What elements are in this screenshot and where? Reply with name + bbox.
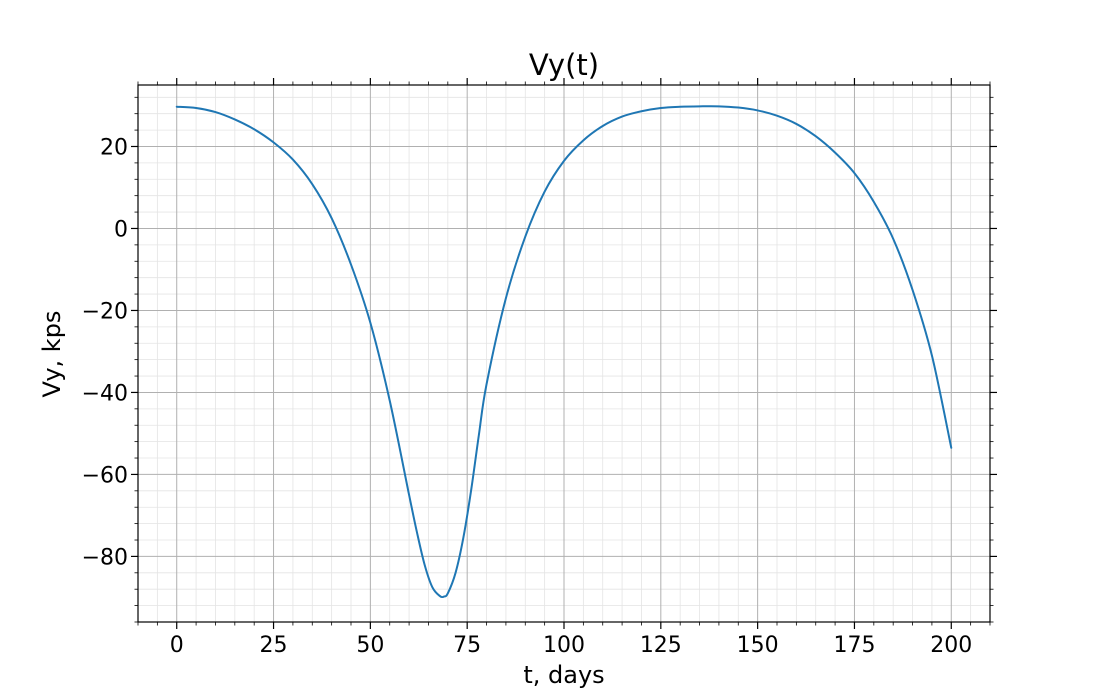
ticks-layer <box>131 78 997 629</box>
x-tick-label: 0 <box>170 633 184 658</box>
x-tick-label: 25 <box>260 633 288 658</box>
minor-grid <box>137 85 991 623</box>
y-tick-label: −20 <box>82 299 128 324</box>
y-tick-label: −60 <box>82 463 128 488</box>
tick-labels-layer: 0 25 50 75 100 125 150 175 200 −80 −60 −40 −20 0 20 <box>82 135 973 658</box>
x-tick-label: 200 <box>930 633 972 658</box>
x-tick-label: 50 <box>356 633 384 658</box>
x-tick-label: 150 <box>737 633 779 658</box>
series-layer <box>175 105 953 599</box>
y-tick-label: −40 <box>82 381 128 406</box>
x-tick-label: 125 <box>640 633 682 658</box>
series-line <box>175 105 953 599</box>
x-tick-label: 75 <box>453 633 481 658</box>
y-tick-label: 20 <box>100 135 128 160</box>
x-tick-label: 100 <box>543 633 585 658</box>
x-axis-label: t, days <box>523 661 604 689</box>
chart-title: Vy(t) <box>529 48 599 82</box>
y-axis-label: Vy, kps <box>38 311 66 398</box>
y-tick-label: −80 <box>82 545 128 570</box>
y-tick-label: 0 <box>114 217 128 242</box>
x-tick-label: 175 <box>833 633 875 658</box>
